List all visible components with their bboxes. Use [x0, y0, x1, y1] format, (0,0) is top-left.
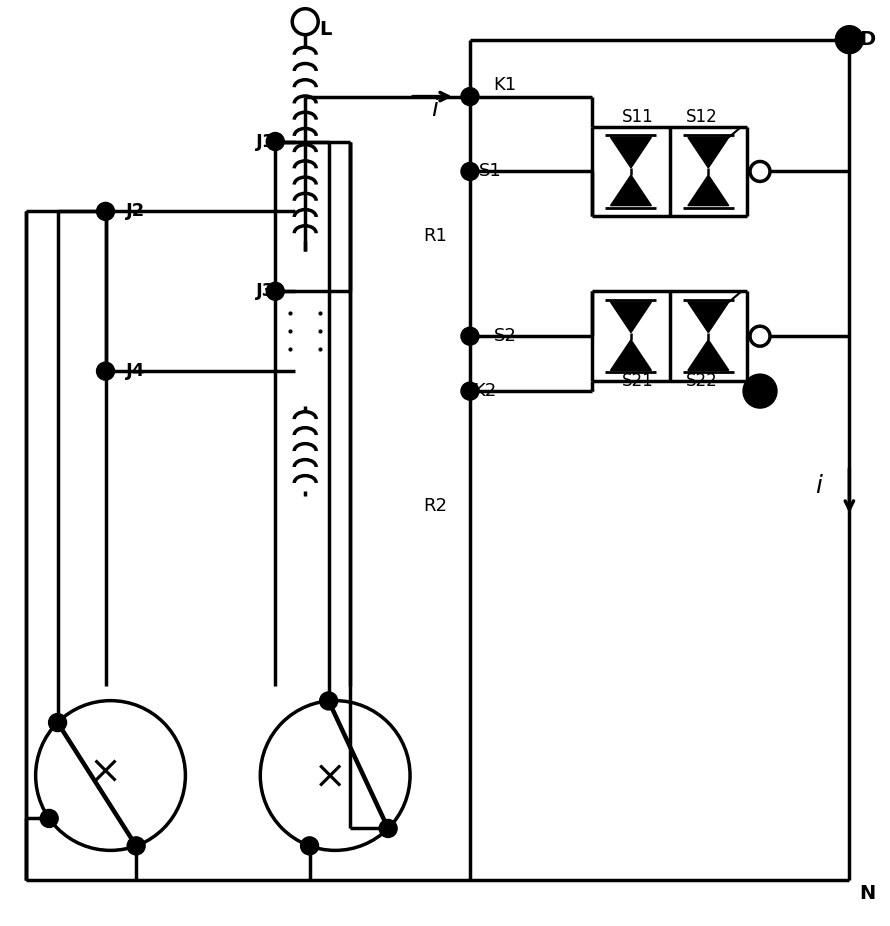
Text: S22: S22 [685, 372, 717, 390]
Circle shape [743, 374, 777, 408]
Text: $i$: $i$ [431, 96, 440, 120]
Circle shape [750, 161, 770, 181]
Circle shape [461, 327, 479, 345]
Text: J2: J2 [125, 203, 145, 220]
Polygon shape [611, 340, 651, 370]
Circle shape [301, 837, 319, 855]
Text: S1: S1 [479, 162, 501, 181]
Text: $i$: $i$ [815, 474, 824, 498]
Text: S21: S21 [622, 372, 653, 390]
Circle shape [127, 837, 145, 855]
Polygon shape [611, 137, 651, 168]
Text: K2: K2 [473, 382, 497, 400]
Circle shape [379, 820, 397, 837]
Circle shape [96, 203, 115, 220]
Circle shape [49, 714, 67, 732]
Circle shape [266, 282, 284, 300]
Circle shape [461, 162, 479, 181]
Circle shape [750, 326, 770, 346]
Polygon shape [611, 175, 651, 206]
Text: N: N [859, 883, 876, 903]
Circle shape [461, 88, 479, 106]
Text: J3: J3 [255, 282, 275, 300]
Text: R1: R1 [423, 228, 447, 245]
Circle shape [320, 692, 337, 710]
Circle shape [461, 382, 479, 400]
Circle shape [836, 26, 863, 54]
Polygon shape [688, 302, 729, 332]
Circle shape [96, 362, 115, 381]
Circle shape [292, 8, 319, 34]
Text: S11: S11 [622, 107, 653, 126]
Text: S12: S12 [685, 107, 717, 126]
Text: J1: J1 [255, 132, 275, 151]
Polygon shape [688, 340, 729, 370]
Text: L: L [319, 20, 331, 39]
Polygon shape [611, 302, 651, 332]
Text: J4: J4 [125, 362, 145, 381]
Text: K1: K1 [493, 76, 516, 94]
Circle shape [40, 809, 58, 828]
Text: R2: R2 [423, 497, 447, 515]
Polygon shape [688, 137, 729, 168]
Text: D: D [859, 31, 876, 49]
Polygon shape [688, 175, 729, 206]
Text: S2: S2 [493, 327, 516, 345]
Circle shape [266, 132, 284, 151]
